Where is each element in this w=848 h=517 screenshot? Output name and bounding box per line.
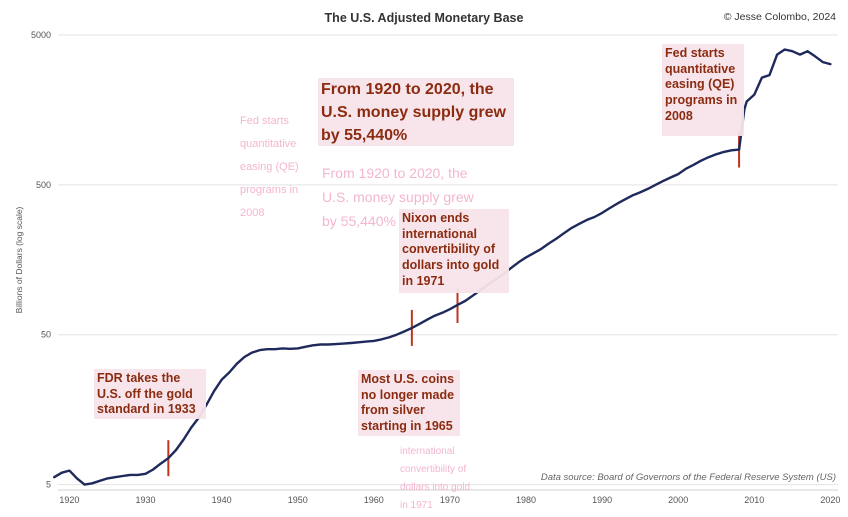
x-tick-label-1950: 1950 <box>288 495 308 505</box>
annotation-coins-box <box>358 370 460 436</box>
annotation-nixon: Nixon ends international convertibility … <box>402 211 500 288</box>
annotation-qe: Fed starts quantitative easing (QE) prog… <box>665 46 738 123</box>
x-tick-label-1980: 1980 <box>516 495 536 505</box>
annotation-fdr: FDR takes the U.S. off the gold standard… <box>97 371 196 417</box>
series-line <box>53 48 832 486</box>
x-tick-label-2000: 2000 <box>668 495 688 505</box>
x-tick-label-2010: 2010 <box>744 495 764 505</box>
grid-lines <box>58 34 838 486</box>
x-tick-label-1930: 1930 <box>135 495 155 505</box>
y-tick-label-50: 50 <box>41 330 51 340</box>
annotation-qe-box <box>662 44 744 136</box>
annotation-nixon-box <box>399 209 509 293</box>
x-tick-label-1970: 1970 <box>440 495 460 505</box>
ghost-growth-text: From 1920 to 2020, the U.S. money supply… <box>322 165 474 229</box>
x-tick-label-2020: 2020 <box>820 495 840 505</box>
annotation-growth: From 1920 to 2020, the U.S. money supply… <box>321 81 506 145</box>
x-tick-label-1920: 1920 <box>59 495 79 505</box>
ghost-qe-text: Fed starts quantitative easing (QE) prog… <box>240 115 299 220</box>
x-axis-ticks: 1920 1930 1940 1950 1960 1970 1980 1990 2000 2010… <box>58 489 840 505</box>
y-axis-label: Billions of Dollars (log scale) <box>14 206 24 313</box>
annotation-coins: Most U.S. coins no longer made from silv… <box>361 372 455 433</box>
chart-credit: © Jesse Colombo, 2024 <box>724 11 836 23</box>
y-axis-ticks: 5 50 500 5000 <box>31 30 51 490</box>
annotation-fdr-box <box>94 369 206 419</box>
y-tick-label-5000: 5000 <box>31 30 51 40</box>
y-tick-label-5: 5 <box>46 480 51 490</box>
y-tick-label-500: 500 <box>36 180 51 190</box>
x-tick-label-1990: 1990 <box>592 495 612 505</box>
ghost-nixon-text: Nixon ends international convertibility … <box>400 428 471 511</box>
x-tick-label-1940: 1940 <box>212 495 232 505</box>
data-source-note: Data source: Board of Governors of the F… <box>541 472 836 483</box>
chart-title: The U.S. Adjusted Monetary Base <box>325 11 524 25</box>
annotation-growth-box <box>318 78 514 146</box>
x-tick-label-1960: 1960 <box>364 495 384 505</box>
